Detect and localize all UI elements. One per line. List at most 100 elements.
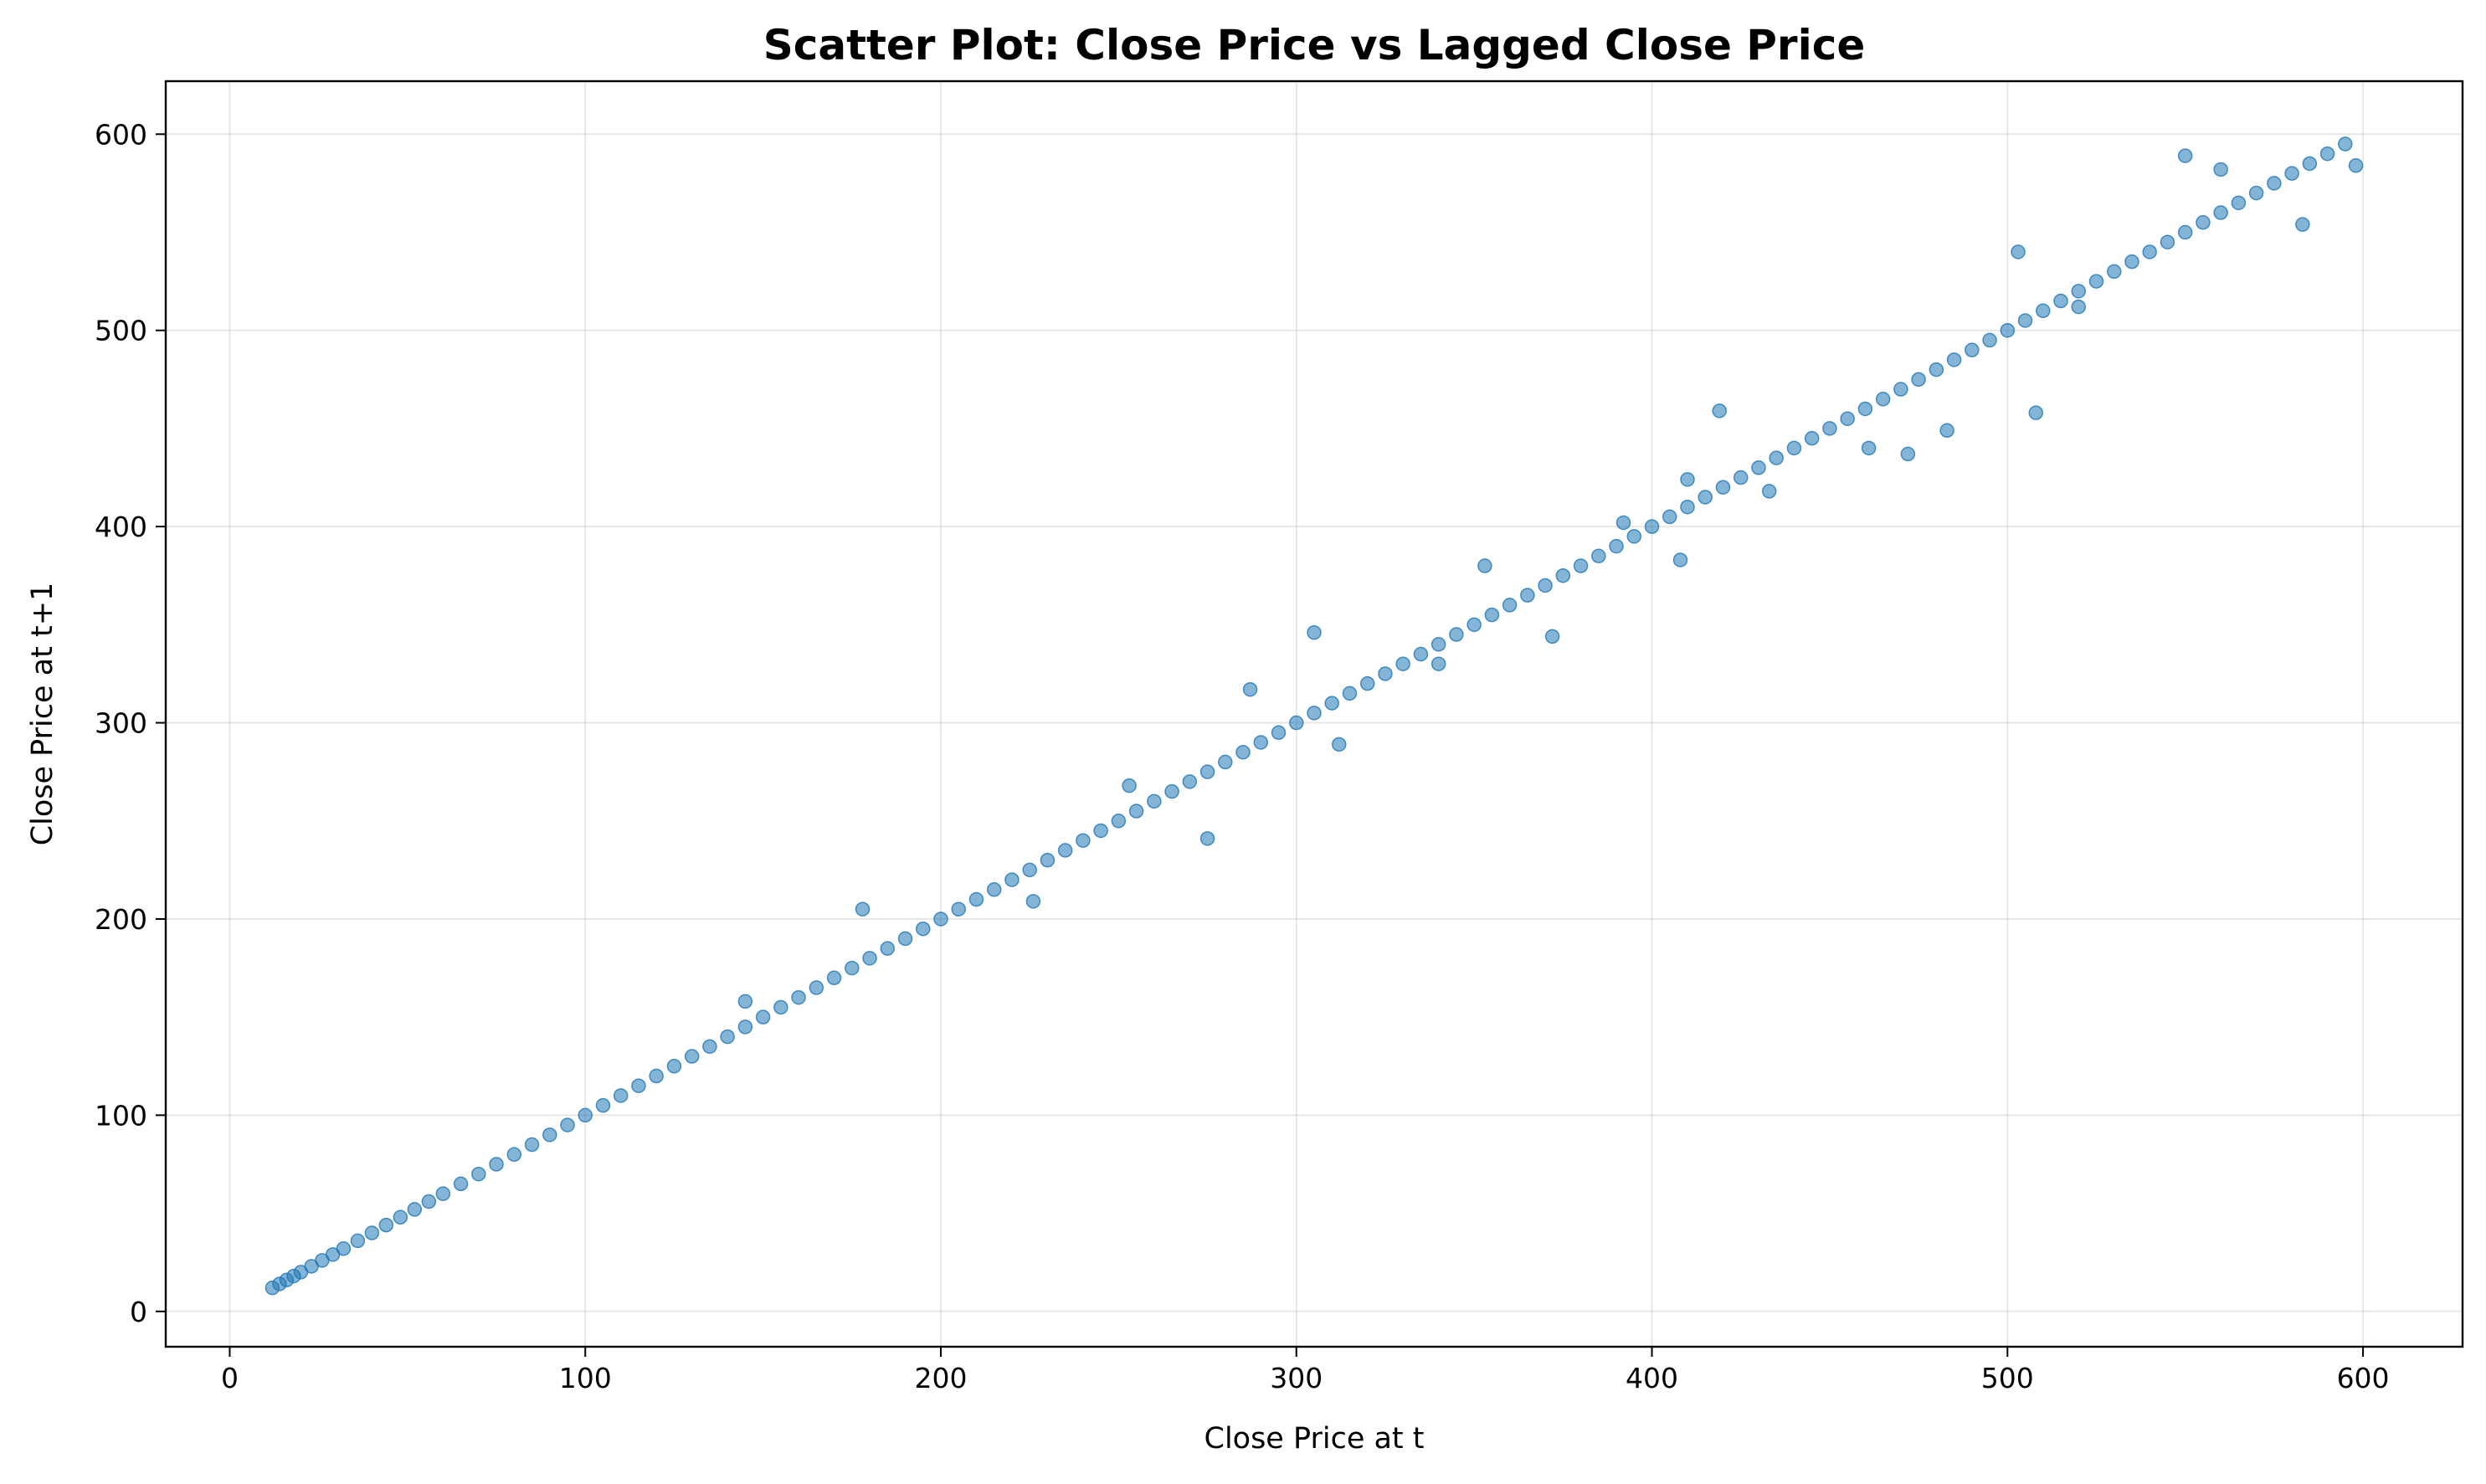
scatter-point (2036, 303, 2051, 319)
y-tick-label: 400 (95, 511, 147, 543)
scatter-point (1502, 598, 1518, 613)
scatter-point (1804, 430, 1820, 446)
scatter-point (2213, 162, 2228, 177)
scatter-point (1128, 804, 1144, 819)
scatter-point (1591, 548, 1606, 564)
scatter-point (880, 941, 896, 956)
scatter-point (1544, 629, 1560, 644)
scatter-point (2000, 322, 2016, 338)
scatter-point (916, 921, 931, 937)
scatter-point (1040, 852, 1056, 868)
scatter-point (2142, 244, 2157, 259)
scatter-point (826, 970, 842, 986)
scatter-point (986, 882, 1002, 897)
scatter-point (524, 1137, 540, 1153)
scatter-point (1946, 352, 1962, 367)
scatter-point (1004, 872, 1020, 887)
scatter-point (2302, 156, 2318, 172)
scatter-point (1122, 778, 1137, 793)
scatter-point (702, 1039, 717, 1055)
scatter-point (1875, 392, 1891, 407)
scatter-point (1342, 686, 1358, 701)
scatter-point (2348, 158, 2364, 173)
scatter-point (2338, 136, 2353, 151)
scatter-point (2124, 254, 2139, 270)
scatter-point (1430, 656, 1446, 671)
axis-ticks: 0 100 200 300 400 500 600 0 100 200 300 400 500 600 (95, 118, 2390, 1394)
x-tick-label: 600 (2337, 1362, 2390, 1394)
y-axis-label: Close Price at t+1 (26, 583, 59, 846)
scatter-point (1164, 783, 1179, 799)
scatter-point (1093, 823, 1108, 839)
scatter-point (2017, 313, 2033, 328)
scatter-point (506, 1147, 522, 1163)
scatter-point (666, 1059, 682, 1074)
scatter-point (2196, 215, 2211, 230)
y-tick-label: 200 (95, 903, 147, 936)
y-tick-label: 600 (95, 118, 147, 151)
scatter-point (1751, 460, 1766, 475)
x-tick-label: 500 (1981, 1362, 2034, 1394)
scatter-point (1615, 515, 1631, 531)
scatter-point (809, 980, 824, 995)
scatter-point (951, 901, 966, 917)
scatter-point (1484, 607, 1500, 623)
scatter-point (1242, 681, 1258, 697)
x-tick-label: 100 (559, 1362, 612, 1394)
scatter-point (336, 1241, 352, 1256)
scatter-point (2011, 244, 2026, 259)
scatter-point (1359, 675, 1375, 691)
scatter-point (1022, 862, 1037, 878)
scatter-point (855, 901, 871, 917)
scatter-point (1861, 440, 1877, 456)
scatter-point (1147, 793, 1162, 809)
scatter-point (1378, 666, 1393, 681)
scatter-point (1698, 490, 1713, 505)
scatter-point (1271, 725, 1287, 741)
scatter-point (2295, 217, 2310, 232)
scatter-point (1307, 624, 1322, 640)
scatter-point (560, 1117, 575, 1132)
scatter-point (1477, 558, 1492, 573)
scatter-point (791, 989, 806, 1005)
scatter-point (489, 1157, 504, 1172)
scatter-point (1057, 843, 1073, 858)
scatter-point (1449, 627, 1464, 642)
scatter-point (2248, 185, 2264, 201)
scatter-point (1520, 588, 1535, 603)
scatter-point (542, 1127, 557, 1143)
scatter-point (737, 1019, 753, 1035)
scatter-point (2071, 284, 2087, 299)
scatter-point (1609, 538, 1624, 554)
scatter-point (435, 1186, 451, 1201)
scatter-point (1111, 814, 1127, 829)
scatter-point (1840, 411, 1855, 426)
chart-title: Scatter Plot: Close Price vs Lagged Clos… (763, 21, 1866, 69)
scatter-point (1626, 529, 1642, 544)
scatter-point (737, 994, 753, 1009)
scatter-point (720, 1029, 735, 1045)
grid-lines (166, 81, 2463, 1347)
x-tick-label: 400 (1626, 1362, 1678, 1394)
plot-area-frame (164, 80, 2464, 1348)
scatter-point (1644, 519, 1660, 534)
scatter-point (1900, 446, 1916, 462)
x-tick-label: 300 (1270, 1362, 1323, 1394)
scatter-point (1715, 480, 1731, 495)
scatter-point (773, 999, 788, 1015)
scatter-point (845, 960, 860, 976)
scatter-point (407, 1202, 423, 1217)
scatter-point (1939, 423, 1954, 439)
scatter-point (1929, 362, 1944, 377)
scatter-point (1331, 737, 1347, 752)
y-tick-label: 300 (95, 707, 147, 740)
scatter-point (755, 1009, 771, 1024)
scatter-point (378, 1217, 394, 1233)
scatter-point (862, 951, 877, 966)
scatter-point (1218, 754, 1233, 770)
scatter-point (1911, 372, 1926, 388)
scatter-point (393, 1209, 408, 1225)
scatter-point (2028, 405, 2044, 420)
